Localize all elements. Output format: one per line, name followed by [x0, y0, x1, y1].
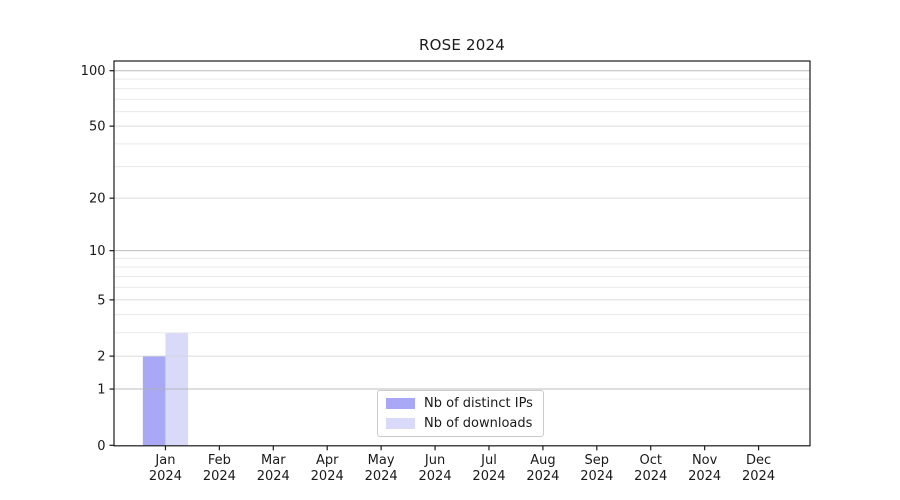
y-tick-label-1: 1 [97, 383, 105, 398]
x-tick-label-sep: Sep [585, 453, 610, 468]
legend-swatch-downloads [386, 418, 415, 429]
x-tick-label-jan-year: 2024 [149, 469, 182, 484]
x-tick-label-jul-year: 2024 [472, 469, 505, 484]
x-tick-label-apr-year: 2024 [311, 469, 344, 484]
x-tick-label-jul: Jul [480, 453, 497, 468]
x-tick-label-dec-year: 2024 [742, 469, 775, 484]
x-tick-label-may: May [368, 453, 395, 468]
x-tick-label-nov: Nov [692, 453, 718, 468]
y-tick-label-2: 2 [97, 350, 105, 365]
x-tick-label-sep-year: 2024 [580, 469, 613, 484]
x-tick-label-jun: Jun [424, 453, 445, 468]
legend-label-distinct-ips: Nb of distinct IPs [424, 396, 533, 411]
plot-border [113, 60, 811, 447]
y-tick-label-20: 20 [89, 192, 106, 207]
y-tick-label-5: 5 [97, 293, 105, 308]
x-tick-label-jun-year: 2024 [419, 469, 452, 484]
legend-item-downloads: Nb of downloads [386, 417, 533, 430]
x-tick-label-jan: Jan [154, 453, 175, 468]
x-tick-label-oct-year: 2024 [634, 469, 667, 484]
y-tick-label-100: 100 [81, 64, 106, 79]
x-tick-label-apr: Apr [316, 453, 339, 468]
x-tick-label-mar: Mar [261, 453, 286, 468]
y-tick-label-50: 50 [89, 120, 106, 135]
legend-item-distinct-ips: Nb of distinct IPs [386, 397, 533, 410]
x-tick-label-mar-year: 2024 [257, 469, 290, 484]
legend-swatch-distinct-ips [386, 398, 415, 409]
y-tick-label-10: 10 [89, 244, 106, 259]
chart-title: ROSE 2024 [419, 36, 505, 54]
x-tick-label-dec: Dec [746, 453, 771, 468]
x-tick-label-may-year: 2024 [365, 469, 398, 484]
x-tick-label-oct: Oct [639, 453, 661, 468]
bar-nb-of-distinct-ips-jan [142, 356, 166, 446]
y-tick-label-0: 0 [97, 439, 105, 454]
x-tick-label-feb-year: 2024 [203, 469, 236, 484]
legend: Nb of distinct IPs Nb of downloads [377, 390, 544, 437]
x-tick-label-aug: Aug [530, 453, 555, 468]
legend-label-downloads: Nb of downloads [424, 416, 533, 431]
x-tick-label-aug-year: 2024 [526, 469, 559, 484]
x-tick-label-feb: Feb [208, 453, 231, 468]
x-tick-label-nov-year: 2024 [688, 469, 721, 484]
